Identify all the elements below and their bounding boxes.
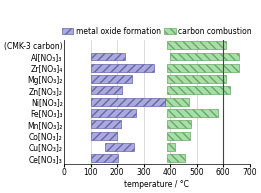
Bar	[91, 98, 165, 106]
Bar	[168, 41, 226, 49]
Bar	[105, 143, 134, 151]
Bar	[91, 154, 118, 162]
Legend: metal oxide formation, carbon combustion: metal oxide formation, carbon combustion	[59, 24, 255, 39]
Bar	[91, 86, 122, 94]
Bar	[91, 75, 132, 83]
Bar	[91, 132, 117, 140]
Bar	[168, 75, 226, 83]
Bar	[91, 120, 121, 128]
Bar	[168, 154, 185, 162]
Bar	[168, 64, 239, 72]
Bar	[168, 86, 230, 94]
X-axis label: temperature / °C: temperature / °C	[124, 180, 189, 189]
Bar	[91, 64, 154, 72]
Bar	[168, 109, 218, 117]
Bar	[168, 143, 175, 151]
Bar	[165, 98, 189, 106]
Bar	[168, 120, 191, 128]
Bar	[91, 52, 125, 60]
Bar	[168, 132, 190, 140]
Bar	[91, 109, 136, 117]
Bar	[170, 52, 239, 60]
